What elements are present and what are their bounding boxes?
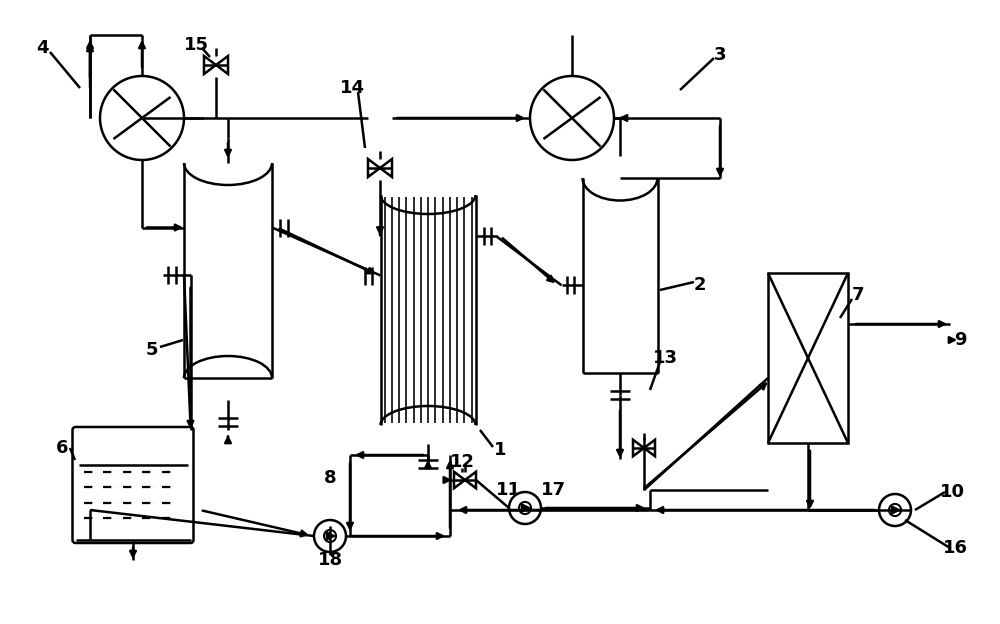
Polygon shape (521, 503, 531, 513)
Text: 9: 9 (954, 331, 966, 349)
Polygon shape (644, 440, 655, 456)
Text: 10: 10 (940, 483, 964, 501)
Text: 3: 3 (714, 46, 726, 64)
Text: 1: 1 (494, 441, 506, 459)
Text: 15: 15 (184, 36, 208, 54)
Circle shape (519, 502, 531, 514)
Polygon shape (465, 472, 476, 488)
Polygon shape (204, 56, 216, 74)
Text: 11: 11 (496, 481, 520, 499)
Circle shape (324, 530, 336, 542)
Circle shape (530, 76, 614, 160)
Text: 4: 4 (36, 39, 48, 57)
Polygon shape (633, 440, 644, 456)
Text: 7: 7 (852, 286, 864, 304)
Text: 16: 16 (942, 539, 968, 557)
Text: 18: 18 (317, 551, 343, 569)
Polygon shape (326, 531, 336, 541)
Polygon shape (891, 505, 901, 515)
Polygon shape (454, 472, 465, 488)
Text: 13: 13 (652, 349, 678, 367)
Circle shape (509, 492, 541, 524)
Text: 12: 12 (450, 453, 475, 471)
Text: 5: 5 (146, 341, 158, 359)
Text: 17: 17 (540, 481, 566, 499)
Circle shape (889, 504, 901, 516)
Polygon shape (380, 159, 392, 177)
Polygon shape (216, 56, 228, 74)
Circle shape (879, 494, 911, 526)
Text: 2: 2 (694, 276, 706, 294)
Bar (768, 273, 848, 443)
Text: 14: 14 (340, 79, 364, 97)
FancyBboxPatch shape (72, 427, 194, 543)
Circle shape (314, 520, 346, 552)
Polygon shape (368, 159, 380, 177)
Text: 8: 8 (324, 469, 336, 487)
Circle shape (100, 76, 184, 160)
Text: 6: 6 (56, 439, 68, 457)
